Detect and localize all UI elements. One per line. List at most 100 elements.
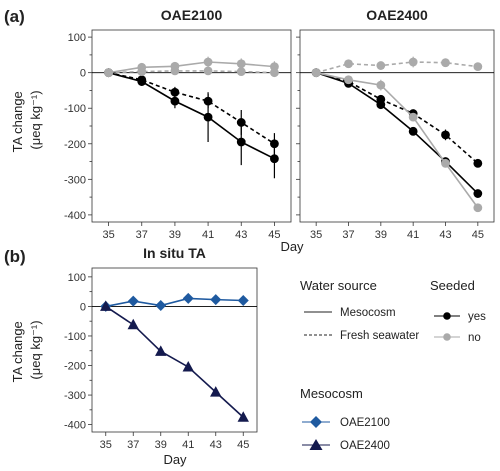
data-point xyxy=(376,61,386,70)
plot-oae2100: OAE2100 100 0 -100 -200 -300 -400 35 37 39 41 43 45 xyxy=(64,7,292,241)
panel-b-ylabel: TA change (μeq kg⁻¹) xyxy=(10,318,43,383)
plot-frame xyxy=(299,29,495,223)
data-point-diamond xyxy=(182,292,194,304)
panel-title: In situ TA xyxy=(143,245,206,261)
x-tick-label: 37 xyxy=(136,229,148,241)
data-point xyxy=(270,62,279,72)
y-tick-label: -200 xyxy=(64,361,86,373)
panel-a-letter: (a) xyxy=(4,7,25,26)
series-line xyxy=(315,71,479,195)
data-point-triangle xyxy=(210,386,222,397)
x-tick-label: 35 xyxy=(310,229,322,241)
panel-a-ylabel: TA change (μeq kg⁻¹) xyxy=(10,88,43,153)
plot-oae2400: OAE2400 35 37 39 41 43 45 xyxy=(296,7,495,241)
x-tick-label: 45 xyxy=(237,439,249,451)
panel-a-xlabel: Day xyxy=(280,239,304,254)
x-tick-label: 37 xyxy=(127,439,139,451)
data-point xyxy=(473,189,483,198)
data-point xyxy=(170,87,180,97)
data-point xyxy=(236,59,246,69)
data-point xyxy=(137,67,147,76)
legend-seeded: Seeded yes no xyxy=(430,278,486,344)
data-point xyxy=(344,75,353,85)
legend-mesocosm-title: Mesocosm xyxy=(300,386,363,401)
y-tick-label: 100 xyxy=(68,32,86,44)
data-point xyxy=(170,66,180,76)
y-tick-label: -200 xyxy=(64,139,86,151)
x-tick-label: 43 xyxy=(439,229,451,241)
data-point xyxy=(441,158,450,168)
data-point xyxy=(473,203,483,213)
y-tick-label: -100 xyxy=(64,331,86,343)
x-tick-label: 45 xyxy=(268,229,280,241)
series-line xyxy=(108,61,275,74)
data-point xyxy=(441,130,450,140)
data-point xyxy=(236,137,246,147)
legend-mesocosm: Mesocosm OAE2100 OAE2400 xyxy=(300,386,390,452)
data-point-diamond xyxy=(127,295,139,307)
legend-water-source-title: Water source xyxy=(300,278,377,293)
x-tick-label: 37 xyxy=(342,229,354,241)
data-point xyxy=(270,68,279,78)
x-tick-label: 39 xyxy=(155,439,167,451)
x-tick-label: 41 xyxy=(407,229,419,241)
panel-a-ylabel-line1: TA change xyxy=(10,91,25,152)
x-tick-label: 45 xyxy=(472,229,484,241)
y-tick-label: -300 xyxy=(64,174,86,186)
legend-seeded-title: Seeded xyxy=(430,278,475,293)
panel-b-letter: (b) xyxy=(4,247,26,266)
legend-mesocosm-item: OAE2100 xyxy=(340,417,390,429)
x-tick-label: 35 xyxy=(102,229,114,241)
y-tick-label: 100 xyxy=(68,272,86,284)
panel-b-ylabel-line1: TA change xyxy=(10,321,25,382)
series-line xyxy=(315,71,479,209)
data-point xyxy=(473,158,483,168)
data-point xyxy=(203,112,213,122)
data-point xyxy=(170,96,180,106)
y-tick-label: 0 xyxy=(80,301,86,313)
x-tick-label: 39 xyxy=(375,229,387,241)
data-point-diamond xyxy=(210,294,222,306)
series-line xyxy=(108,71,275,145)
panel-b-xlabel: Day xyxy=(163,452,187,467)
data-point xyxy=(344,59,353,69)
data-point-triangle xyxy=(100,300,112,311)
x-tick-label: 39 xyxy=(169,229,181,241)
data-point-triangle xyxy=(155,345,167,356)
legend-seeded-item: no xyxy=(468,332,481,344)
data-point xyxy=(270,154,279,164)
data-point xyxy=(473,62,483,72)
data-point-triangle xyxy=(182,360,194,372)
data-point xyxy=(203,96,213,106)
x-tick-label: 43 xyxy=(210,439,222,451)
data-point xyxy=(236,67,246,76)
x-tick-label: 43 xyxy=(235,229,247,241)
data-point xyxy=(104,68,113,78)
data-point xyxy=(408,112,418,122)
data-point xyxy=(203,66,213,76)
data-point xyxy=(311,68,321,78)
data-point xyxy=(137,75,147,85)
data-point xyxy=(236,118,246,127)
data-point-triangle xyxy=(237,411,249,422)
plot-in-situ-ta: In situ TA 100 0 -100 -200 -300 -400 35 37 39 41 43… xyxy=(64,245,258,451)
legend-water-source-item: Fresh seawater xyxy=(340,330,419,342)
data-point-diamond xyxy=(155,300,167,312)
y-tick-label: 0 xyxy=(80,68,86,80)
legend-seeded-no-marker xyxy=(443,333,451,341)
legend-water-source-item: Mesocosm xyxy=(340,307,396,319)
panel-title: OAE2100 xyxy=(161,7,223,23)
legend-oae2400-triangle-icon xyxy=(309,439,323,450)
y-tick-label: -300 xyxy=(64,390,86,402)
panel-b-ylabel-line2: (μeq kg⁻¹) xyxy=(28,320,43,379)
x-tick-label: 41 xyxy=(202,229,214,241)
panel-a-ylabel-line2: (μeq kg⁻¹) xyxy=(28,90,43,149)
data-point-triangle xyxy=(127,318,139,330)
panel-title: OAE2400 xyxy=(366,7,428,23)
legend-water-source: Water source Mesocosm Fresh seawater xyxy=(300,278,419,342)
data-point-diamond xyxy=(237,295,249,307)
x-tick-label: 41 xyxy=(182,439,194,451)
data-point xyxy=(376,94,386,104)
legend-mesocosm-item: OAE2400 xyxy=(340,440,390,452)
